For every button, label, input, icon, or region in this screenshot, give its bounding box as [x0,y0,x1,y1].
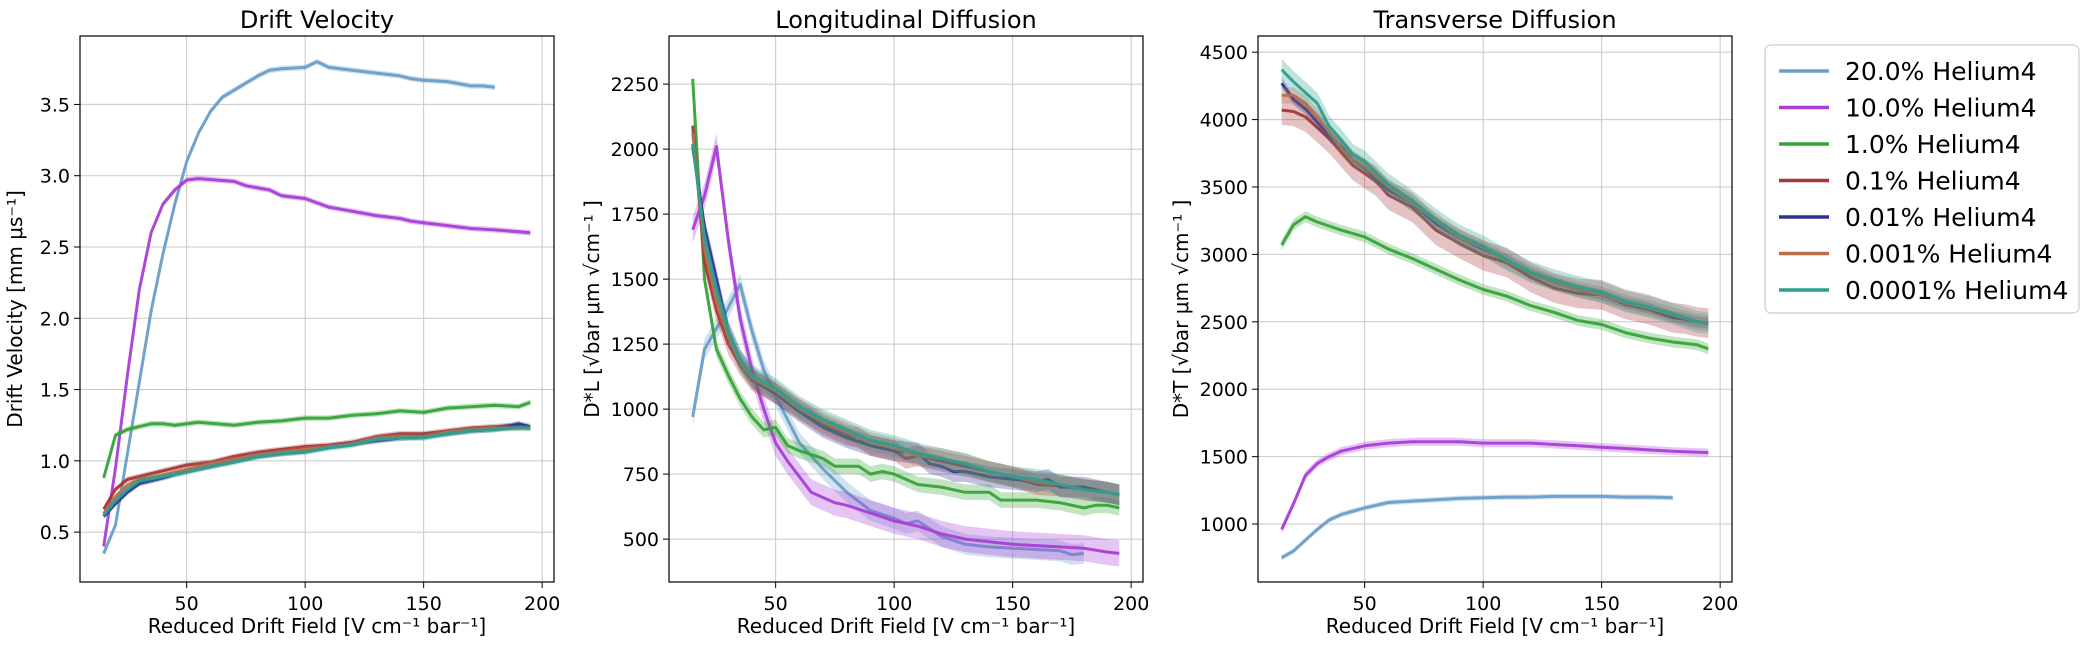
legend-entry: 20.0% Helium4 [1779,57,2037,86]
x-tick-label: 100 [876,593,912,615]
uncertainty-band-1-0-helium4 [1281,211,1709,355]
drift-velocity-panel: 50 100 150 200 0.5 1.0 1.5 2.0 2.5 3.0 3.5 Drift Ve… [3,6,560,638]
y-tick-label: 2.0 [40,308,70,330]
x-tick-label: 50 [175,593,199,615]
legend-label: 0.01% Helium4 [1845,203,2037,232]
uncertainty-band-0-1-helium4 [103,422,531,513]
y-tick-label: 2.5 [40,237,70,259]
y-tick-label: 2000 [611,139,659,161]
series-line-20-0-helium4 [102,60,495,555]
series-group [691,71,1120,567]
series-group [1280,58,1709,561]
uncertainty-band-10-0-helium4 [1281,437,1709,534]
x-tick-label: 150 [995,593,1031,615]
plot-frame [668,35,1144,583]
grid [669,36,1143,582]
y-tick-label: 1000 [1200,514,1248,536]
legend-entry: 0.001% Helium4 [1779,240,2052,269]
x-tick-label: 100 [1465,593,1501,615]
legend-entry: 10.0% Helium4 [1779,94,2037,123]
y-tick-label: 2000 [1200,379,1248,401]
uncertainty-band-0-0001-helium4 [1281,58,1709,334]
y-tick-label: 0.5 [40,522,70,544]
legend-label: 10.0% Helium4 [1845,94,2037,123]
transverse-diffusion-panel: 50 100 150 200 1000 1500 2000 2500 3000 3500 4000 4… [1169,6,1738,638]
x-tick-label: 200 [1702,593,1738,615]
legend-box [1764,44,2080,314]
uncertainty-band-0-001-helium4 [1281,87,1709,332]
legend-entry: 1.0% Helium4 [1779,130,2021,159]
chart-title: Longitudinal Diffusion [775,6,1036,34]
series-line-10-0-helium4 [102,177,531,547]
y-tick-label: 1750 [611,204,659,226]
series-line-0-0001-helium4 [1280,68,1709,325]
grid [80,36,554,582]
x-tick-label: 150 [406,593,442,615]
x-tick-label: 200 [1113,593,1149,615]
chart-title: Drift Velocity [240,6,394,34]
legend-entry: 0.1% Helium4 [1779,167,2021,196]
legend: 20.0% Helium4 10.0% Helium4 1.0% Helium4 0.… [1764,44,2080,314]
series-group [102,58,531,557]
plot-frame [79,35,555,583]
y-tick-label: 4000 [1200,110,1248,132]
y-tick-label: 3500 [1200,177,1248,199]
y-tick-label: 3.0 [40,166,70,188]
y-axis-label: D*T [√bar μm √cm⁻¹ ] [1169,200,1193,419]
legend-entry: 0.0001% Helium4 [1779,276,2068,305]
y-tick-label: 1000 [611,399,659,421]
x-axis-label: Reduced Drift Field [V cm⁻¹ bar⁻¹] [1326,614,1664,638]
legend-label: 0.1% Helium4 [1845,167,2021,196]
x-axis-label: Reduced Drift Field [V cm⁻¹ bar⁻¹] [737,614,1075,638]
chart-title: Transverse Diffusion [1372,6,1616,34]
y-tick-label: 1250 [611,334,659,356]
x-tick-label: 50 [764,593,788,615]
y-tick-label: 1500 [611,269,659,291]
legend-label: 20.0% Helium4 [1845,57,2037,86]
y-tick-label: 1500 [1200,447,1248,469]
uncertainty-band-1-0-helium4 [103,399,531,481]
x-tick-label: 100 [287,593,323,615]
legend-entry: 0.01% Helium4 [1779,203,2037,232]
y-tick-label: 1.5 [40,380,70,402]
legend-label: 0.0001% Helium4 [1845,276,2068,305]
y-tick-label: 750 [623,464,659,486]
series-line-0-0001-helium4 [102,426,531,516]
longitudinal-diffusion-panel: 50 100 150 200 500 750 1000 1250 1500 1750 2000 225… [580,6,1149,638]
y-axis-label: D*L [√bar μm √cm⁻¹ ] [580,200,604,418]
x-tick-label: 50 [1353,593,1377,615]
series-line-1-0-helium4 [1280,215,1709,351]
series-line-10-0-helium4 [1280,440,1709,531]
y-tick-label: 3.5 [40,94,70,116]
legend-label: 0.001% Helium4 [1845,240,2052,269]
uncertainty-band-20-0-helium4 [1281,493,1673,561]
series-line-1-0-helium4 [102,400,531,479]
y-tick-label: 4500 [1200,42,1248,64]
series-line-20-0-helium4 [1280,494,1673,560]
x-axis-label: Reduced Drift Field [V cm⁻¹ bar⁻¹] [148,614,486,638]
y-tick-label: 2250 [611,74,659,96]
legend-label: 1.0% Helium4 [1845,130,2021,159]
series-line-10-0-helium4 [691,145,1120,555]
grid [1258,36,1732,582]
y-tick-label: 500 [623,529,659,551]
series-line-20-0-helium4 [691,282,1084,557]
series-line-1-0-helium4 [691,78,1120,510]
y-tick-label: 3000 [1200,244,1248,266]
series-line-0-0001-helium4 [691,143,1120,497]
y-axis-label: Drift Velocity [mm μs⁻¹] [3,190,27,428]
x-tick-label: 150 [1584,593,1620,615]
y-tick-label: 1.0 [40,451,70,473]
x-tick-label: 200 [524,593,560,615]
y-tick-label: 2500 [1200,312,1248,334]
uncertainty-band-20-0-helium4 [103,58,495,557]
plot-frame [1257,35,1733,583]
uncertainty-band-0-0001-helium4 [692,133,1120,506]
